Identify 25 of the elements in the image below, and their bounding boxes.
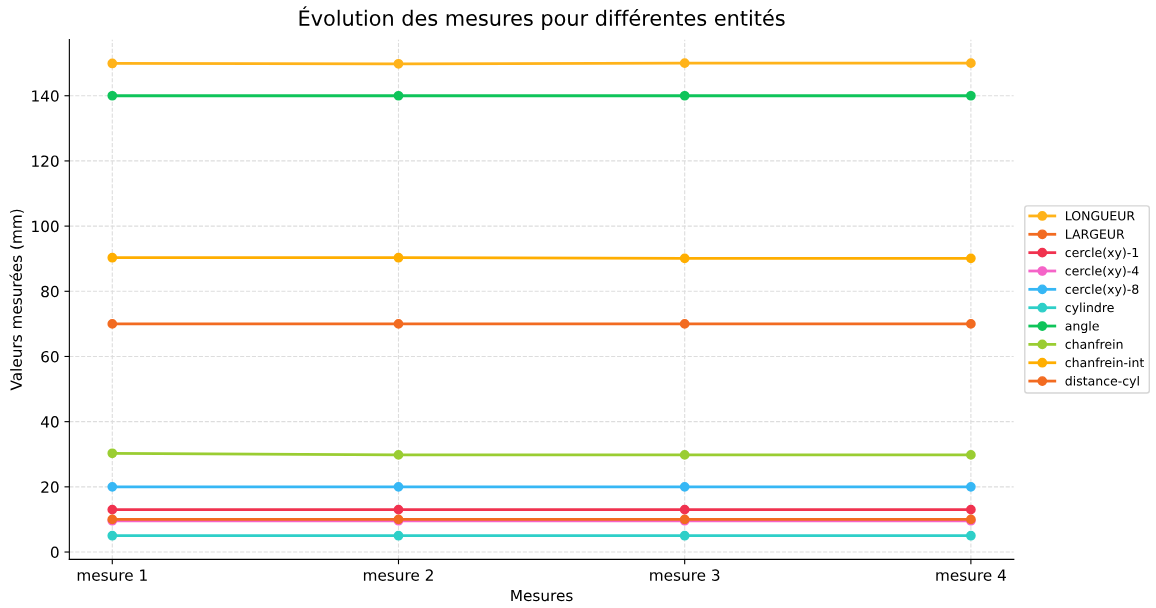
y-tick-label: 0 — [50, 546, 59, 559]
x-axis-title: Mesures — [511, 589, 573, 602]
y-tick-label: 40 — [40, 416, 59, 428]
legend-label: cercle(xy)-8 — [1065, 284, 1139, 297]
y-tick-label: 100 — [32, 220, 59, 233]
y-tick-label: 120 — [32, 155, 59, 167]
y-tick-label: 20 — [41, 481, 59, 493]
x-tick-label: mesure 4 — [936, 569, 1006, 581]
x-tick-label: mesure 3 — [650, 569, 720, 581]
legend-label: cylindre — [1065, 302, 1114, 315]
y-tick-label: 60 — [41, 350, 59, 363]
legend-label: chanfrein-int — [1065, 357, 1145, 368]
x-tick-label: mesure 2 — [363, 569, 433, 581]
y-tick-label: 80 — [41, 285, 59, 298]
x-tick-label: mesure 1 — [77, 569, 147, 581]
legend-label: cercle(xy)-4 — [1065, 265, 1139, 278]
legend-label: chanfrein — [1065, 339, 1123, 349]
legend-label: LARGEUR — [1066, 229, 1125, 239]
legend-label: angle — [1065, 320, 1099, 334]
chart-title: Évolution des mesures pour différentes entités — [299, 6, 785, 30]
y-tick-label: 140 — [32, 90, 59, 102]
legend-label: LONGUEUR — [1066, 211, 1135, 221]
y-axis-title: Valeurs mesurées (mm) — [9, 209, 24, 391]
legend-label: distance-cyl — [1065, 375, 1139, 389]
legend-label: cercle(xy)-1 — [1065, 247, 1139, 260]
